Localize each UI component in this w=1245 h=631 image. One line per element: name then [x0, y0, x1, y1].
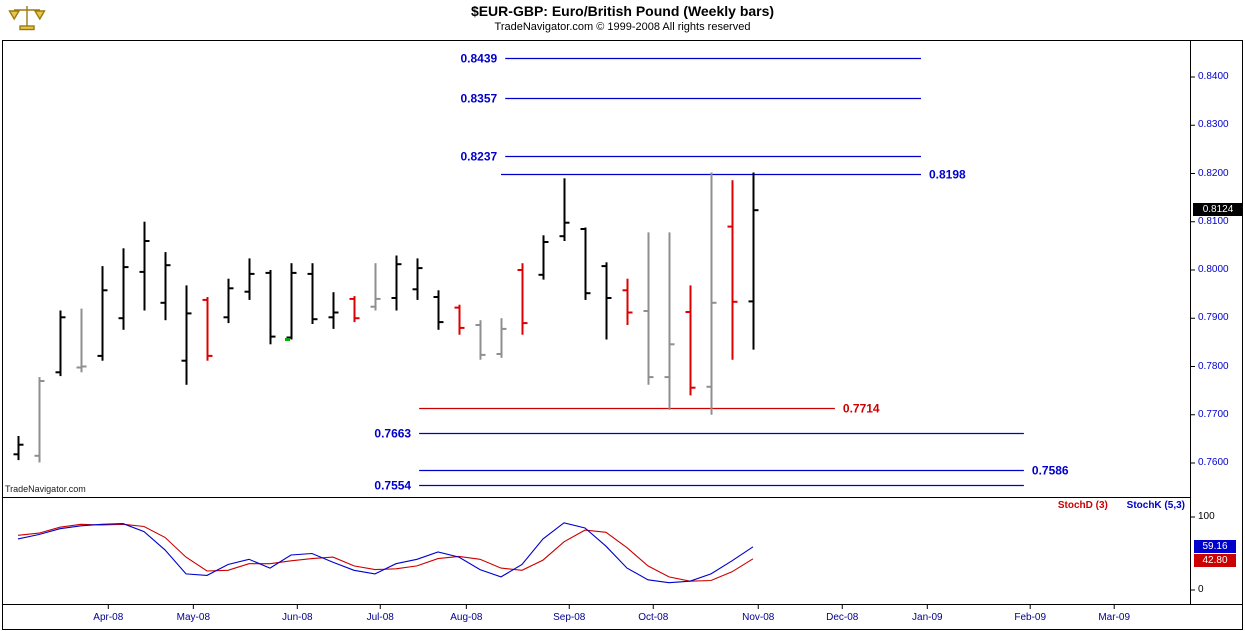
ohlc-bar[interactable] — [601, 262, 612, 340]
time-tick-label: Mar-09 — [1098, 612, 1131, 623]
legend-stochd-label[interactable]: StochD (3) — [1057, 500, 1108, 511]
time-tick-label: May-08 — [176, 612, 211, 623]
ohlc-bar[interactable] — [622, 278, 633, 325]
ohlc-bar[interactable] — [685, 285, 696, 396]
ohlc-bar[interactable] — [496, 318, 507, 358]
last-price-badge: 0.8124 — [1193, 203, 1243, 216]
time-tick-label: Sep-08 — [553, 612, 586, 623]
time-tick-label: Nov-08 — [742, 612, 775, 623]
ohlc-bar[interactable] — [664, 232, 675, 410]
price-tick-label: 0.8300 — [1198, 119, 1229, 131]
ohlc-bar[interactable] — [202, 297, 213, 361]
chart-title: $EUR-GBP: Euro/British Pound (Weekly bar… — [470, 3, 775, 19]
ohlc-bar[interactable] — [433, 290, 444, 330]
ohlc-bar[interactable] — [706, 172, 717, 415]
ohlc-bar[interactable] — [97, 266, 108, 361]
level-label-0.8357: 0.8357 — [460, 92, 497, 106]
level-label-0.8439: 0.8439 — [460, 52, 497, 66]
ohlc-bar[interactable] — [181, 285, 192, 385]
ohlc-bar[interactable] — [13, 436, 24, 461]
ohlc-bar[interactable] — [55, 310, 66, 377]
price-tick-label: 0.8400 — [1198, 71, 1229, 82]
copyright-text: TradeNavigator.com © 1999-2008 All right… — [494, 21, 751, 33]
trade-navigator-logo-icon — [8, 6, 46, 31]
time-tick-label: Aug-08 — [450, 612, 483, 623]
ohlc-bar[interactable] — [538, 235, 549, 280]
ohlc-bar[interactable] — [286, 263, 297, 340]
ohlc-bar[interactable] — [139, 221, 150, 311]
stoch-tick-label: 0 — [1198, 584, 1204, 595]
ohlc-bar[interactable] — [391, 255, 402, 311]
event-marker — [285, 337, 290, 341]
time-tick-label: Jan-09 — [912, 612, 943, 623]
ohlc-bar[interactable] — [307, 263, 318, 324]
ohlc-bar[interactable] — [265, 270, 276, 345]
price-tick-label: 0.7800 — [1198, 360, 1229, 372]
indicator-legend: StochD (3) StochK (5,3) — [1058, 500, 1185, 511]
ohlc-bar[interactable] — [580, 227, 591, 300]
ohlc-bar[interactable] — [34, 377, 45, 463]
ohlc-bar[interactable] — [517, 263, 528, 335]
level-label-0.7586: 0.7586 — [1032, 464, 1069, 478]
ohlc-bar[interactable] — [76, 308, 87, 373]
ohlc-bar[interactable] — [748, 172, 759, 350]
watermark-text: TradeNavigator.com — [5, 484, 86, 494]
price-tick-label: 0.7600 — [1198, 457, 1229, 468]
time-tick-label: Feb-09 — [1014, 612, 1047, 623]
time-tick-label: Jun-08 — [282, 612, 313, 623]
price-tick-label: 0.7900 — [1198, 312, 1229, 324]
stoch-line-d[interactable] — [17, 523, 754, 582]
ohlc-bar[interactable] — [349, 296, 360, 323]
ohlc-bar[interactable] — [328, 292, 339, 329]
price-tick-label: 0.8000 — [1198, 264, 1229, 275]
ohlc-bar[interactable] — [118, 248, 129, 330]
stochk-value-badge: 59.16 — [1194, 540, 1236, 553]
level-label-0.7663: 0.7663 — [374, 427, 411, 441]
price-tick-label: 0.8100 — [1198, 215, 1229, 227]
time-tick-label: Jul-08 — [366, 612, 394, 623]
ohlc-bar[interactable] — [454, 304, 465, 335]
ohlc-bar[interactable] — [370, 263, 381, 311]
stochd-value-badge: 42.80 — [1194, 554, 1236, 567]
ohlc-bar[interactable] — [223, 278, 234, 324]
ohlc-bar[interactable] — [643, 232, 654, 385]
ohlc-bar[interactable] — [727, 180, 738, 360]
ohlc-bar[interactable] — [412, 258, 423, 300]
level-label-0.7554: 0.7554 — [374, 479, 411, 493]
stoch-tick-label: 100 — [1198, 511, 1215, 522]
level-label-0.8237: 0.8237 — [460, 150, 497, 164]
price-tick-label: 0.8200 — [1198, 167, 1229, 179]
time-tick-label: Dec-08 — [826, 612, 859, 623]
time-tick-label: Apr-08 — [93, 612, 124, 623]
ohlc-bar[interactable] — [475, 320, 486, 360]
time-tick-label: Oct-08 — [638, 612, 669, 623]
ohlc-bar[interactable] — [160, 252, 171, 321]
ohlc-bar[interactable] — [559, 178, 570, 241]
stoch-line-k[interactable] — [17, 522, 754, 584]
ohlc-bar[interactable] — [244, 258, 255, 300]
level-label-0.8198: 0.8198 — [929, 168, 966, 182]
legend-stochk-label[interactable]: StochK (5,3) — [1126, 500, 1185, 511]
chart-frame — [2, 40, 1243, 630]
price-tick-label: 0.7700 — [1198, 408, 1229, 420]
level-label-0.7714: 0.7714 — [843, 402, 880, 416]
